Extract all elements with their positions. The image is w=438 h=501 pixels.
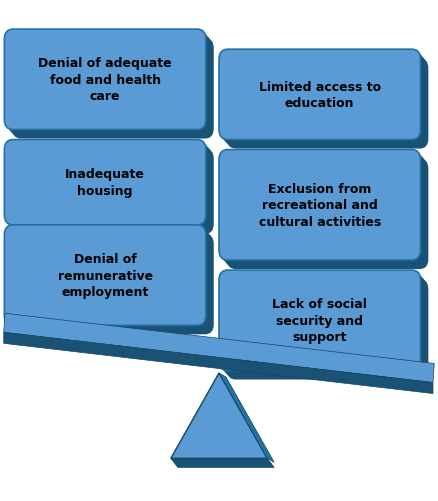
FancyBboxPatch shape [223,55,424,145]
Text: Inadequate
housing: Inadequate housing [65,168,145,197]
Polygon shape [4,333,433,394]
FancyBboxPatch shape [4,30,206,130]
FancyBboxPatch shape [8,230,210,330]
FancyBboxPatch shape [10,147,212,232]
Polygon shape [171,458,274,467]
FancyBboxPatch shape [219,150,420,261]
FancyBboxPatch shape [6,142,208,227]
FancyBboxPatch shape [225,57,426,147]
FancyBboxPatch shape [8,35,210,135]
FancyBboxPatch shape [227,59,428,149]
Text: Denial of
remunerative
employment: Denial of remunerative employment [57,253,153,299]
FancyBboxPatch shape [221,152,422,263]
Polygon shape [171,373,267,458]
FancyBboxPatch shape [12,234,214,335]
Polygon shape [4,314,434,383]
FancyBboxPatch shape [10,37,212,137]
FancyBboxPatch shape [223,275,424,375]
FancyBboxPatch shape [4,140,206,225]
Text: Lack of social
security and
support: Lack of social security and support [272,298,367,344]
FancyBboxPatch shape [225,157,426,268]
FancyBboxPatch shape [221,273,422,373]
Text: Limited access to
education: Limited access to education [259,81,381,110]
FancyBboxPatch shape [6,227,208,328]
FancyBboxPatch shape [221,52,422,142]
FancyBboxPatch shape [4,225,206,326]
FancyBboxPatch shape [225,278,426,378]
FancyBboxPatch shape [6,32,208,132]
FancyBboxPatch shape [227,159,428,270]
FancyBboxPatch shape [223,155,424,265]
Polygon shape [219,373,274,462]
FancyBboxPatch shape [10,232,212,333]
FancyBboxPatch shape [219,271,420,371]
Text: Denial of adequate
food and health
care: Denial of adequate food and health care [38,57,172,103]
FancyBboxPatch shape [12,39,214,139]
FancyBboxPatch shape [8,145,210,230]
FancyBboxPatch shape [219,50,420,140]
FancyBboxPatch shape [12,149,214,234]
FancyBboxPatch shape [227,280,428,380]
Text: Exclusion from
recreational and
cultural activities: Exclusion from recreational and cultural… [258,182,381,228]
